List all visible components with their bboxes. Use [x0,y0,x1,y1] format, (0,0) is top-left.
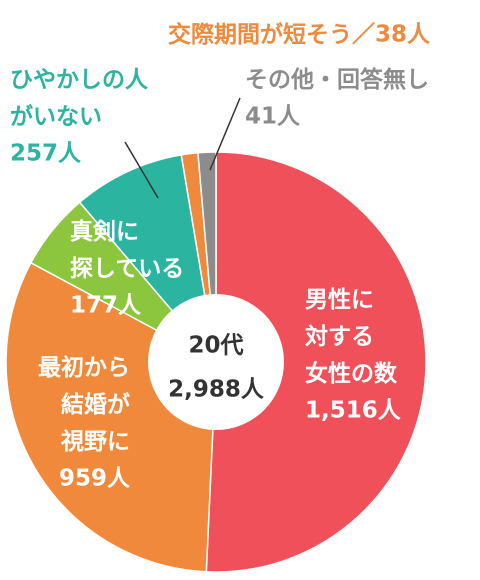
center-label: 2,988人 [168,377,265,403]
slice-label: 交際期間が短そう [168,21,352,48]
value-label: 959人 [59,466,131,492]
leader-line [124,141,159,199]
slice-label: 男性に対する女性の数 [305,287,398,387]
pie-slice [205,151,427,573]
leader-line [209,97,241,171]
value-label: 1,516人 [305,398,402,424]
donut-hole [148,294,284,430]
slice-label: 最初から結婚が視野に [38,354,130,455]
slice-label: 真剣に探している [70,218,184,282]
value-label: 257人 [10,141,82,167]
slice-label: ひやかしの人がいない [10,67,149,130]
slice-label: その他・回答無し [245,66,429,93]
value-label: 177人 [70,293,142,319]
value-label: 41人 [245,104,301,130]
center-title: 20代 [188,333,243,359]
value-label: ／38人 [352,21,431,48]
